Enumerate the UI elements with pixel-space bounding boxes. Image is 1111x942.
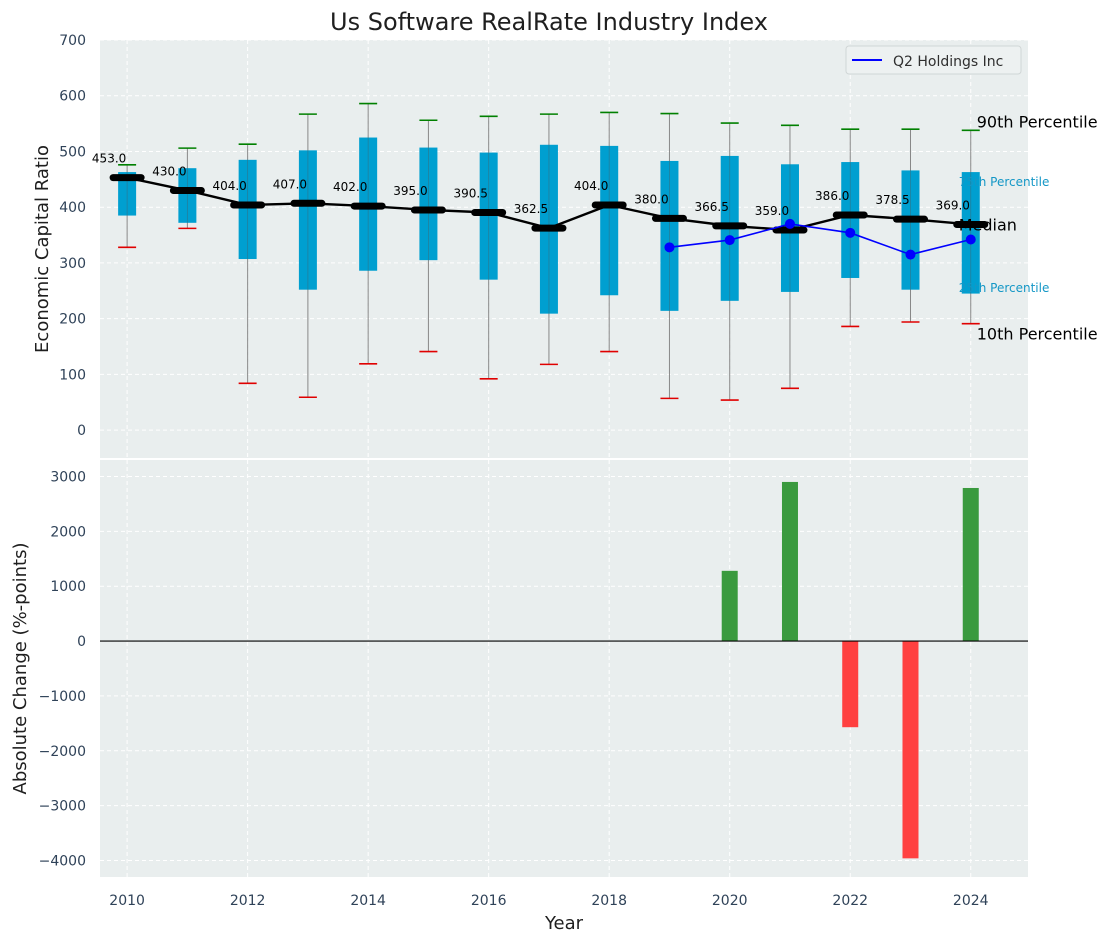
legend-box <box>845 45 1022 75</box>
median-value-label: 378.5 <box>875 193 909 207</box>
change-bar <box>721 570 738 642</box>
y-tick-label: 400 <box>59 200 86 216</box>
label-median: Median <box>959 215 1017 234</box>
median-value-label: 430.0 <box>152 164 186 178</box>
y-tick-label: 700 <box>59 33 86 49</box>
median-value-label: 359.0 <box>755 204 789 218</box>
median-value-label: 369.0 <box>936 198 970 212</box>
company-point <box>724 235 735 246</box>
legend: Q2 Holdings Inc <box>845 45 1022 75</box>
label-p75: 75th Percentile <box>959 175 1050 189</box>
y-tick-label: −4000 <box>39 854 86 870</box>
y-tick-label: 2000 <box>50 524 86 540</box>
x-tick-label: 2012 <box>230 893 266 909</box>
company-point <box>905 249 916 260</box>
median-value-label: 402.0 <box>333 180 367 194</box>
median-value-label: 453.0 <box>92 152 126 166</box>
y-tick-label: 0 <box>77 423 86 439</box>
y-tick-label: −3000 <box>39 799 86 815</box>
median-value-label: 404.0 <box>574 179 608 193</box>
legend-entry: Q2 Holdings Inc <box>893 54 1003 70</box>
y-tick-label: 1000 <box>50 579 86 595</box>
label-p90: 90th Percentile <box>977 113 1098 132</box>
change-bar <box>902 641 919 859</box>
median-value-label: 380.0 <box>634 192 668 206</box>
x-tick-label: 2014 <box>350 893 386 909</box>
y-tick-label: 500 <box>59 144 86 160</box>
y-tick-label: 0 <box>77 634 86 650</box>
y-tick-label: −2000 <box>39 744 86 760</box>
y-tick-label: −1000 <box>39 689 86 705</box>
median-value-label: 390.5 <box>453 186 487 200</box>
median-value-label: 404.0 <box>212 179 246 193</box>
x-tick-label: 2010 <box>109 893 145 909</box>
x-tick-label: 2018 <box>591 893 627 909</box>
median-value-label: 395.0 <box>393 184 427 198</box>
company-line <box>669 223 971 256</box>
x-axis-title: Year <box>544 913 584 934</box>
company-point <box>845 227 856 238</box>
median-value-label: 366.5 <box>695 200 729 214</box>
x-tick-label: 2020 <box>712 893 748 909</box>
change-bar <box>781 481 798 642</box>
y-tick-label: 3000 <box>50 469 86 485</box>
median-value-label: 362.5 <box>514 202 548 216</box>
y-axis-title: Economic Capital Ratio <box>32 145 53 353</box>
label-p10: 10th Percentile <box>977 324 1098 343</box>
x-tick-label: 2024 <box>953 893 989 909</box>
median-value-label: 407.0 <box>273 177 307 191</box>
chart-title: Us Software RealRate Industry Index <box>330 8 768 36</box>
change-bar <box>962 487 979 642</box>
change-bar <box>842 641 859 728</box>
company-point <box>965 234 976 245</box>
y-tick-label: 200 <box>59 312 86 328</box>
company-point <box>784 218 795 229</box>
plot-area-bottom <box>100 460 1028 877</box>
company-point <box>664 242 675 253</box>
box-plot-panel: 0 100 200 300 400 500 600 700 Economic Capital R… <box>32 33 1098 458</box>
median-value-label: 386.0 <box>815 189 849 203</box>
y-tick-label: 300 <box>59 256 86 272</box>
label-p25: 25th Percentile <box>959 281 1050 295</box>
y-tick-label: 100 <box>59 367 86 383</box>
change-bar-panel: −4000 −3000 −2000 −1000 0 1000 2000 3000 2010 201… <box>10 460 1028 934</box>
y-axis-title: Absolute Change (%-points) <box>10 543 31 795</box>
y-tick-label: 600 <box>59 89 86 105</box>
x-tick-label: 2022 <box>832 893 868 909</box>
x-tick-label: 2016 <box>471 893 507 909</box>
